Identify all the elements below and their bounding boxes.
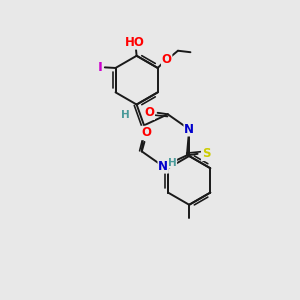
Text: H: H (121, 110, 130, 120)
Text: S: S (202, 147, 210, 160)
Text: N: N (158, 160, 168, 173)
Text: O: O (162, 52, 172, 66)
Text: HO: HO (125, 36, 145, 49)
Text: O: O (141, 127, 151, 140)
Text: I: I (98, 61, 103, 74)
Text: N: N (184, 123, 194, 136)
Text: O: O (144, 106, 154, 119)
Text: H: H (168, 158, 176, 168)
